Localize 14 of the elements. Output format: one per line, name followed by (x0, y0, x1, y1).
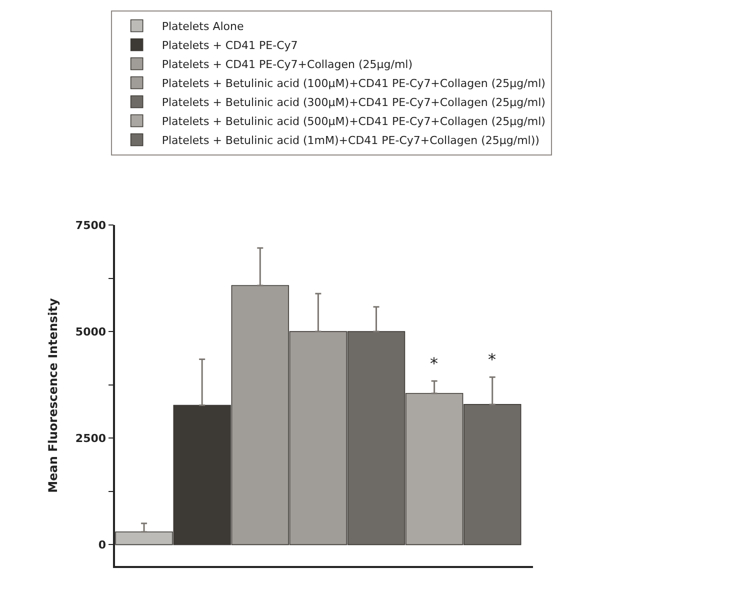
y-tick-label: 0 (98, 538, 106, 552)
y-tick-label: 5000 (75, 325, 106, 338)
legend-label: Platelets + Betulinic acid (100µM)+CD41 PE-Cy7+Collagen (25µg/ml) (162, 77, 546, 90)
legend-label: Platelets + Betulinic acid (1mM)+CD41 PE-Cy7+Collagen (25µg/ml)) (162, 134, 540, 148)
legend-label: Platelets + CD41 PE-Cy7+Collagen (25µg/ml) (162, 58, 413, 72)
legend-label: Platelets + Betulinic acid (300µM)+CD41 PE-Cy7+Collagen (25µg/ml) (162, 96, 546, 110)
y-axis-title: Mean Fluorescence Intensity (46, 298, 60, 493)
y-tick-label: 2500 (75, 432, 106, 445)
annotation: * (488, 350, 496, 369)
legend-label: Platelets + CD41 PE-Cy7 (162, 39, 298, 52)
y-tick-label: 7500 (75, 218, 106, 232)
legend-label: Platelets + Betulinic acid (500µM)+CD41 PE-Cy7+Collagen (25µg/ml) (162, 115, 546, 128)
legend-label: Platelets Alone (162, 20, 244, 34)
annotation: * (430, 354, 438, 373)
